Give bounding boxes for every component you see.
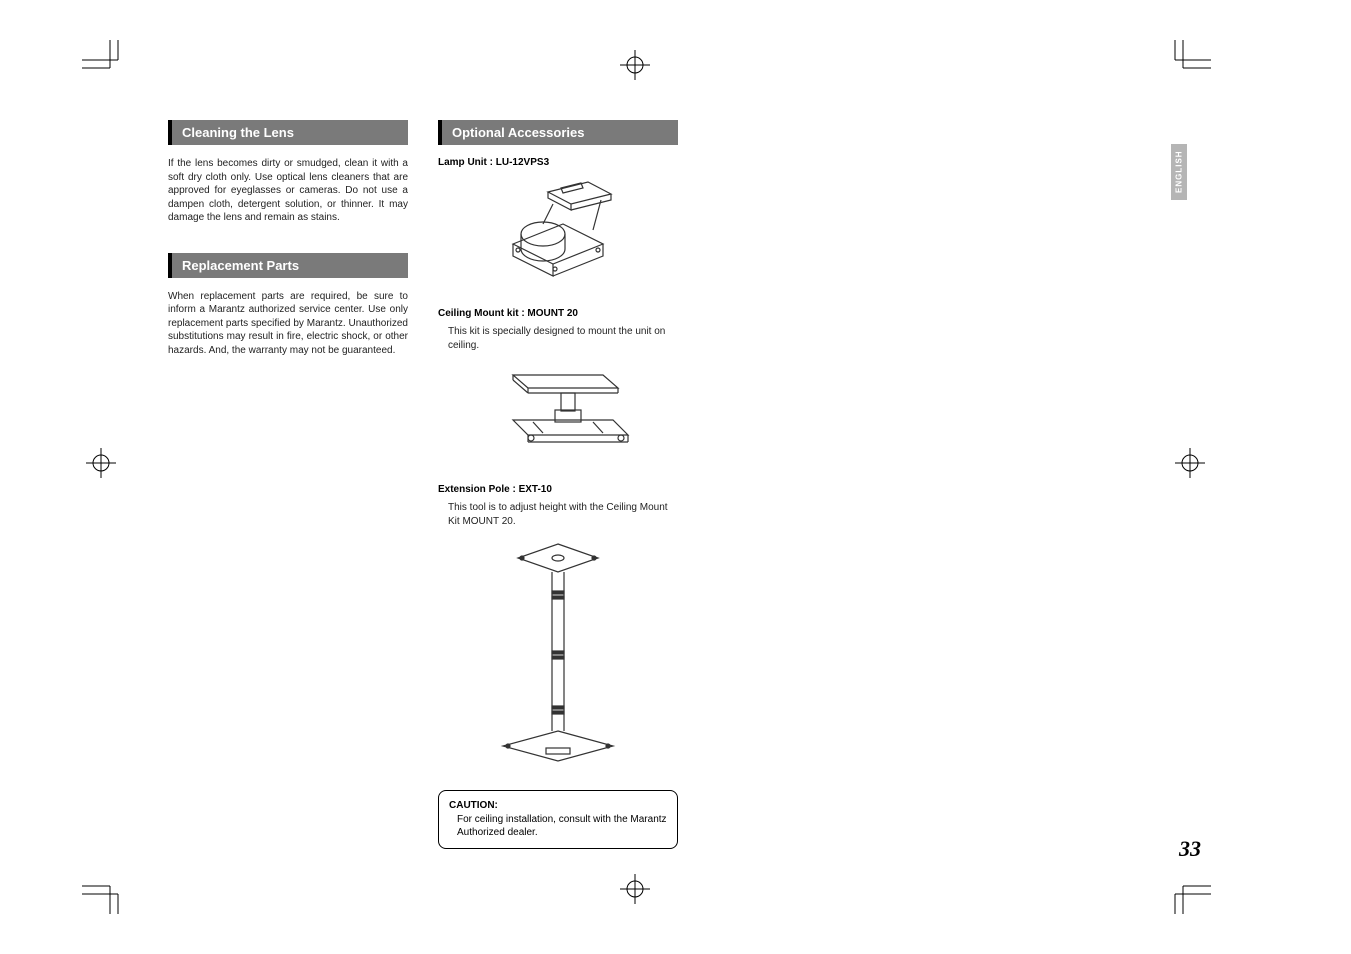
registration-mark-left: [86, 448, 116, 478]
extension-pole-title: Extension Pole : EXT-10: [438, 484, 678, 495]
crop-mark-tl: [82, 40, 126, 84]
extension-pole-desc: This tool is to adjust height with the C…: [438, 501, 678, 528]
section-header-cleaning: Cleaning the Lens: [168, 120, 408, 145]
caution-body: For ceiling installation, consult with t…: [449, 813, 667, 840]
page-content: Cleaning the Lens If the lens becomes di…: [168, 120, 678, 849]
caution-label: CAUTION:: [449, 800, 498, 811]
ceiling-mount-desc: This kit is specially designed to mount …: [438, 325, 678, 352]
extension-pole-illustration: [488, 536, 628, 766]
crop-mark-bl: [82, 870, 126, 914]
page-number: 33: [1179, 836, 1201, 862]
lamp-unit-title: Lamp Unit : LU-12VPS3: [438, 157, 678, 168]
left-column: Cleaning the Lens If the lens becomes di…: [168, 120, 408, 385]
registration-mark-bottom: [620, 874, 650, 904]
ceiling-mount-title: Ceiling Mount kit : MOUNT 20: [438, 308, 678, 319]
section-header-replacement: Replacement Parts: [168, 253, 408, 278]
registration-mark-top: [620, 50, 650, 80]
replacement-body: When replacement parts are required, be …: [168, 290, 408, 358]
crop-mark-br: [1167, 870, 1211, 914]
cleaning-body: If the lens becomes dirty or smudged, cl…: [168, 157, 408, 225]
right-column: Optional Accessories Lamp Unit : LU-12VP…: [438, 120, 678, 849]
lamp-unit-illustration: [493, 174, 623, 284]
crop-mark-tr: [1167, 40, 1211, 84]
caution-box: CAUTION: For ceiling installation, consu…: [438, 790, 678, 849]
ceiling-mount-illustration: [483, 360, 633, 460]
language-tab: ENGLISH: [1171, 144, 1187, 200]
registration-mark-right: [1175, 448, 1205, 478]
section-header-optional: Optional Accessories: [438, 120, 678, 145]
